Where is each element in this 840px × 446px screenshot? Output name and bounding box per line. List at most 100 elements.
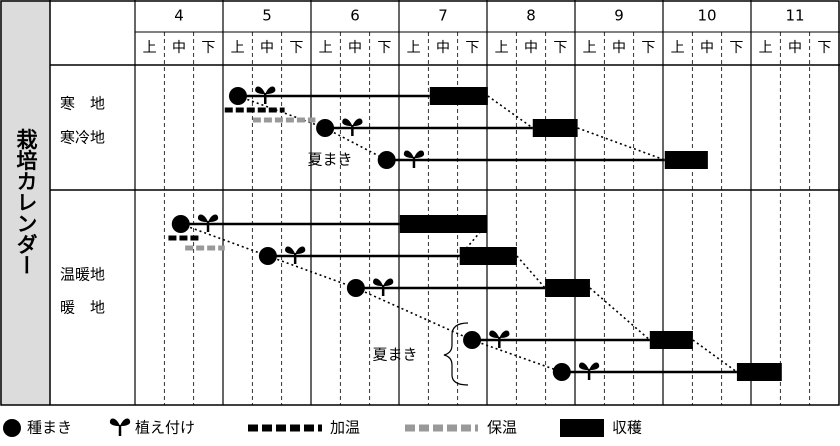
harvest-bar <box>399 215 487 233</box>
harvest-bar <box>429 87 488 105</box>
harvest-link <box>516 255 546 289</box>
harvest-bar <box>532 119 578 137</box>
period-label: 中 <box>348 40 362 56</box>
period-label: 下 <box>817 40 831 56</box>
period-label: 上 <box>407 40 421 56</box>
legend-label: 保温 <box>487 419 517 437</box>
harvest-bar <box>459 247 517 265</box>
month-label: 10 <box>697 7 716 25</box>
harvest-link <box>589 287 651 341</box>
period-label: 上 <box>583 40 597 56</box>
sow-mark <box>346 279 365 297</box>
period-label: 中 <box>260 40 274 56</box>
harvest-link <box>487 95 534 129</box>
legend-label: 植え付け <box>135 419 195 437</box>
harvest-bar <box>736 363 782 381</box>
plant-icon <box>342 118 363 136</box>
period-label: 上 <box>143 40 157 56</box>
legend-label: 種まき <box>27 419 72 437</box>
period-label: 中 <box>524 40 538 56</box>
plant-icon <box>489 330 510 348</box>
plant-leaf <box>255 86 266 94</box>
sow-link <box>355 287 473 341</box>
plant-leaf <box>295 246 306 254</box>
sow-mark <box>463 331 482 349</box>
period-label: 中 <box>788 40 802 56</box>
period-label: 中 <box>436 40 450 56</box>
period-label: 下 <box>553 40 567 56</box>
legend-harvest <box>560 419 604 437</box>
period-label: 中 <box>612 40 626 56</box>
period-label: 上 <box>231 40 245 56</box>
frame <box>0 0 840 406</box>
plant-icon <box>255 86 276 104</box>
title-column <box>0 0 50 405</box>
plant-icon <box>285 246 306 264</box>
sow-link <box>324 127 388 161</box>
plant-icon <box>403 150 425 168</box>
legend-label: 加温 <box>330 419 360 437</box>
region-label: 暖 地 <box>60 299 105 317</box>
period-label: 中 <box>700 40 714 56</box>
month-label: 4 <box>174 7 184 25</box>
sow-mark <box>377 151 396 169</box>
period-label: 下 <box>201 40 215 56</box>
period-label: 下 <box>289 40 303 56</box>
harvest-bar <box>545 279 590 297</box>
plant-leaf <box>197 214 209 222</box>
period-label: 下 <box>729 40 743 56</box>
plant-icon <box>197 214 219 232</box>
sow-mark <box>228 87 247 105</box>
plant-icon <box>578 362 600 380</box>
sow-link <box>471 339 563 373</box>
plant-leaf <box>489 330 500 338</box>
plant-leaf <box>413 150 425 158</box>
plant-leaf <box>589 362 600 370</box>
plant-leaf <box>109 418 120 426</box>
month-label: 11 <box>785 7 804 25</box>
plant-leaf <box>285 246 296 254</box>
period-label: 下 <box>641 40 655 56</box>
harvest-link <box>692 339 738 373</box>
plant-leaf <box>352 118 363 126</box>
period-label: 上 <box>495 40 509 56</box>
period-label: 下 <box>465 40 479 56</box>
month-label: 6 <box>350 7 360 25</box>
plant-leaf <box>120 418 131 426</box>
note-label: 夏まき <box>307 151 352 169</box>
plant-leaf <box>208 214 219 222</box>
brace <box>443 322 469 386</box>
sow-mark <box>171 215 190 233</box>
region-label: 寒 地 <box>60 95 105 113</box>
month-label: 7 <box>438 7 448 25</box>
sow-link <box>180 223 269 257</box>
month-label: 5 <box>262 7 272 25</box>
period-label: 上 <box>319 40 333 56</box>
month-label: 8 <box>526 7 536 25</box>
period-label: 下 <box>377 40 391 56</box>
harvest-bar <box>664 151 708 169</box>
plant-leaf <box>383 278 394 286</box>
region-label: 温暖地 <box>60 266 105 284</box>
plant-leaf <box>373 278 384 286</box>
legend-sow <box>3 419 21 437</box>
title: 栽培カレンダー <box>14 129 38 276</box>
region-label: 寒冷地 <box>60 129 105 147</box>
harvest-link <box>577 127 666 161</box>
plant-icon <box>373 278 394 296</box>
note-label: 夏まき <box>372 346 417 364</box>
month-label: 9 <box>614 7 624 25</box>
legend-plant <box>109 418 131 436</box>
sow-mark <box>316 119 335 137</box>
sow-mark <box>258 247 277 265</box>
plant-leaf <box>578 362 590 370</box>
harvest-bar <box>649 331 693 349</box>
plant-leaf <box>403 150 414 158</box>
plant-leaf <box>265 86 276 94</box>
period-label: 上 <box>671 40 685 56</box>
plant-leaf <box>499 330 510 338</box>
sow-link <box>267 255 357 289</box>
period-label: 中 <box>172 40 186 56</box>
sow-mark <box>552 363 571 381</box>
